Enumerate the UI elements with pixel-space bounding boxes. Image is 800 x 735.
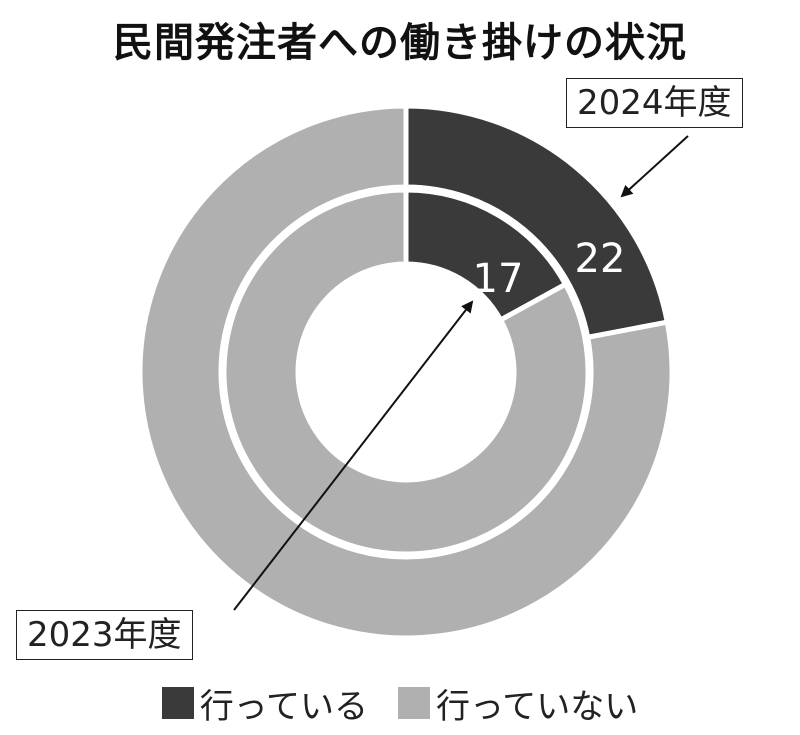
- data-label-2023: 17: [473, 256, 524, 302]
- outer-ring-2024: [137, 103, 675, 641]
- legend-label-not-doing: 行っていない: [436, 686, 639, 727]
- callout-arrow-2023: [233, 300, 474, 611]
- inner-ring-2023: [221, 187, 591, 557]
- slice-2024-not-doing: [137, 103, 675, 641]
- chart-title: 民間発注者への働き掛けの状況: [113, 20, 687, 66]
- legend: 行っている 行っていない: [0, 678, 800, 728]
- callout-2024: 2024年度: [566, 78, 743, 128]
- legend-item-not-doing: 行っていない: [398, 679, 638, 728]
- data-label-2024: 22: [575, 236, 626, 282]
- legend-swatch-not-doing: [398, 687, 430, 719]
- legend-item-doing: 行っている: [161, 679, 368, 728]
- legend-label-doing: 行っている: [199, 686, 368, 727]
- callout-arrow-2024: [620, 135, 689, 198]
- legend-swatch-doing: [161, 687, 194, 719]
- callout-2023: 2023年度: [16, 610, 193, 660]
- slice-2023-not-doing: [221, 187, 591, 557]
- slice-2024-doing: [403, 103, 671, 341]
